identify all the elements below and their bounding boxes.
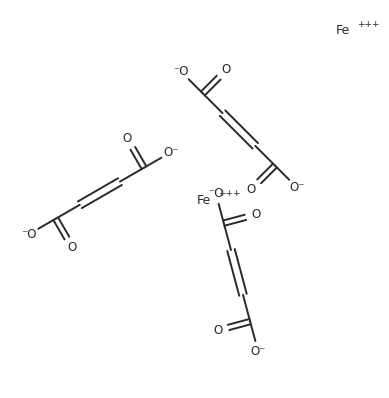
Text: O: O — [214, 324, 223, 337]
Text: +++: +++ — [218, 189, 240, 199]
Text: +++: +++ — [357, 20, 379, 29]
Text: ⁻O: ⁻O — [208, 187, 224, 200]
Text: O: O — [123, 133, 132, 145]
Text: ⁻O: ⁻O — [173, 65, 189, 78]
Text: O: O — [247, 183, 256, 195]
Text: O⁻: O⁻ — [251, 345, 266, 358]
Text: O: O — [251, 208, 261, 221]
Text: Fe: Fe — [335, 25, 350, 37]
Text: ⁻O: ⁻O — [21, 228, 37, 241]
Text: O⁻: O⁻ — [289, 181, 305, 194]
Text: O: O — [68, 241, 77, 254]
Text: Fe: Fe — [196, 195, 211, 207]
Text: O: O — [222, 63, 231, 76]
Text: O⁻: O⁻ — [163, 146, 179, 159]
